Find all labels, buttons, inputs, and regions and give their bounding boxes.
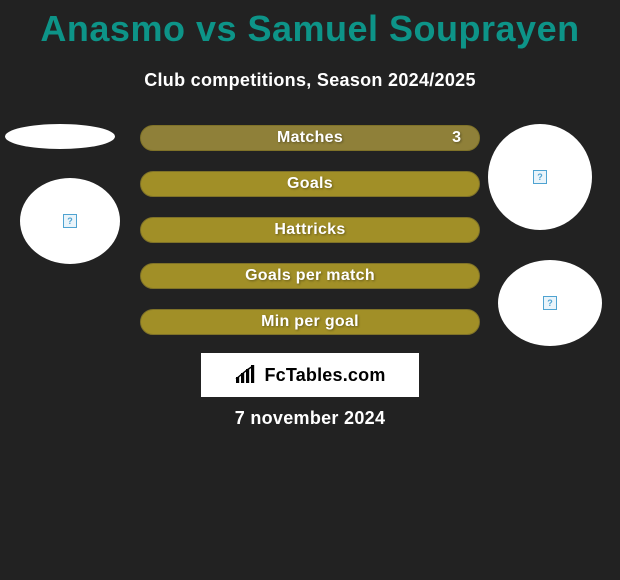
stat-bar: Min per goal: [140, 309, 480, 335]
image-placeholder-icon: [543, 296, 557, 310]
image-placeholder-icon: [533, 170, 547, 184]
stat-bar-value-right: 3: [452, 129, 461, 147]
page-title: Anasmo vs Samuel Souprayen: [0, 0, 620, 50]
footer-date: 7 november 2024: [0, 408, 620, 429]
stats-bars: Matches 3 Goals Hattricks Goals per match Min…: [140, 125, 480, 355]
avatar-circle-bottom-right: [498, 260, 602, 346]
brand-text: FcTables.com: [264, 365, 385, 386]
brand-badge: FcTables.com: [201, 353, 419, 397]
stat-bar-label: Goals: [287, 175, 333, 193]
stat-bar-label: Goals per match: [245, 267, 375, 285]
avatar-ellipse-top-left: [5, 124, 115, 149]
stat-bar: Goals per match: [140, 263, 480, 289]
stat-bar-label: Hattricks: [274, 221, 345, 239]
image-placeholder-icon: [63, 214, 77, 228]
stat-bar: Matches 3: [140, 125, 480, 151]
stat-bar-label: Min per goal: [261, 313, 359, 331]
stat-bar-label: Matches: [277, 129, 343, 147]
avatar-circle-left: [20, 178, 120, 264]
subtitle: Club competitions, Season 2024/2025: [0, 70, 620, 91]
stat-bar: Goals: [140, 171, 480, 197]
stat-bar: Hattricks: [140, 217, 480, 243]
bar-chart-icon: [234, 365, 258, 385]
avatar-circle-top-right: [488, 124, 592, 230]
